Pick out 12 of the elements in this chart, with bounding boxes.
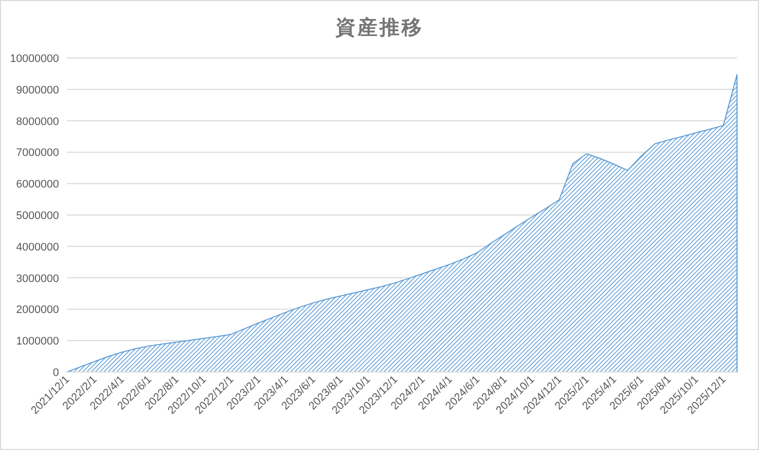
y-tick-label: 3000000 — [16, 272, 59, 285]
y-tick-label: 4000000 — [16, 241, 59, 254]
chart-title: 資産推移 — [334, 16, 424, 39]
y-tick-label: 10000000 — [10, 53, 59, 65]
y-tick-label: 0 — [52, 367, 59, 379]
y-tick-label: 6000000 — [16, 178, 59, 191]
y-tick-label: 7000000 — [16, 147, 59, 160]
y-tick-label: 2000000 — [16, 304, 59, 316]
y-tick-label: 9000000 — [16, 84, 59, 96]
y-tick-label: 8000000 — [16, 116, 59, 128]
y-tick-label: 1000000 — [16, 336, 59, 348]
y-tick-label: 5000000 — [16, 210, 59, 222]
